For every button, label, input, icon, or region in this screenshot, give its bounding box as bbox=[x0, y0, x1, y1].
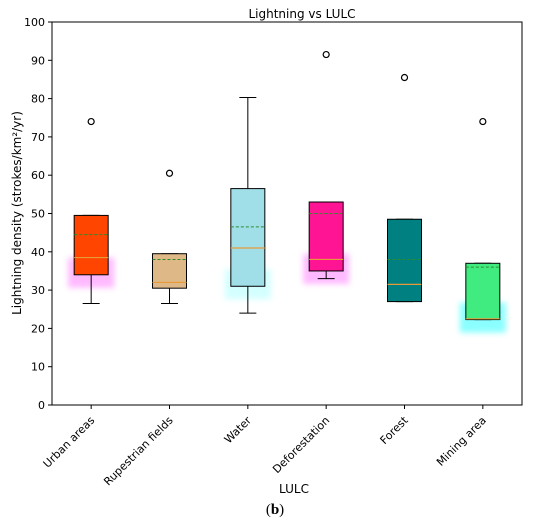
x-tick-label: Urban areas bbox=[41, 414, 98, 471]
y-tick-label: 100 bbox=[24, 16, 45, 29]
box-mining-area bbox=[465, 262, 501, 321]
x-tick-label: Rupestrian fields bbox=[101, 414, 176, 489]
chart: Lightning vs LULC Lightning density (str… bbox=[10, 7, 523, 496]
caption-label: b bbox=[270, 502, 280, 518]
chart-title: Lightning vs LULC bbox=[248, 7, 355, 21]
chart-svg: Lightning vs LULC Lightning density (str… bbox=[10, 7, 523, 496]
y-tick-label: 90 bbox=[31, 54, 45, 67]
x-axis-label: LULC bbox=[279, 482, 309, 496]
box-urban-areas bbox=[73, 214, 109, 276]
y-tick-label: 70 bbox=[31, 131, 45, 144]
y-tick-label: 50 bbox=[31, 208, 45, 221]
outlier-point bbox=[400, 73, 409, 82]
y-tick-label: 60 bbox=[31, 169, 45, 182]
caption-close: ) bbox=[279, 502, 285, 518]
y-axis-label: Lightning density (strokes/km²/yr) bbox=[10, 111, 24, 315]
y-tick-label: 20 bbox=[31, 322, 45, 335]
x-tick-label: Deforestation bbox=[270, 414, 332, 476]
y-tick-label: 10 bbox=[31, 361, 45, 374]
x-tick-label: Forest bbox=[378, 413, 412, 447]
x-tick-label: Mining area bbox=[434, 414, 489, 469]
y-tick-label: 0 bbox=[38, 399, 45, 412]
outlier-point bbox=[479, 117, 487, 126]
outlier-point bbox=[165, 169, 174, 177]
caption-open: ( bbox=[265, 502, 271, 518]
plot-area: 0 10 20 30 40 50 60 70 80 90 100 Urban areas Rupestr… bbox=[24, 16, 506, 488]
outlier-point bbox=[322, 50, 330, 59]
outlier-point bbox=[87, 117, 95, 126]
y-tick-label: 80 bbox=[31, 93, 45, 106]
box-forest bbox=[387, 218, 422, 303]
plot-frame bbox=[51, 21, 523, 406]
y-tick-label: 30 bbox=[31, 284, 45, 297]
box-deforestation bbox=[308, 201, 344, 272]
figure-caption: (b) bbox=[0, 502, 550, 519]
x-tick-label: Water bbox=[222, 414, 255, 447]
box-water bbox=[230, 188, 266, 287]
y-tick-label: 40 bbox=[31, 246, 45, 259]
